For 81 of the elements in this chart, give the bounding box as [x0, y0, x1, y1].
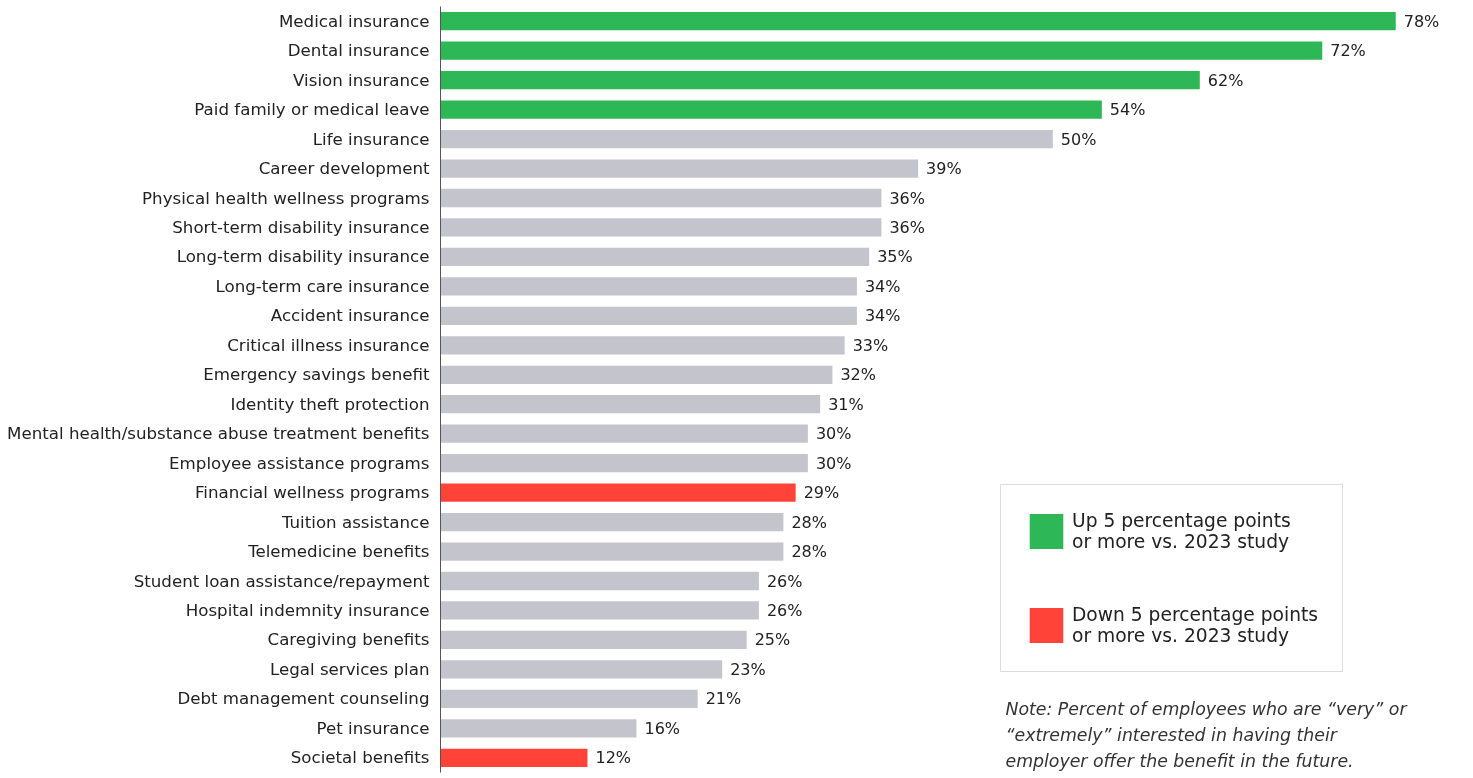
y-tick-label: Life insurance — [312, 129, 430, 149]
data-label: 31% — [828, 394, 864, 414]
y-tick-label: Debt management counseling — [177, 689, 430, 709]
bar — [440, 41, 1323, 60]
bar — [440, 719, 637, 738]
bar — [440, 306, 857, 325]
y-tick-label: Hospital indemnity insurance — [185, 600, 430, 620]
data-label: 29% — [803, 483, 840, 503]
bar — [440, 542, 784, 561]
data-label: 34% — [864, 306, 901, 326]
y-tick-label: Tuition assistance — [280, 512, 430, 532]
y-tick-label: Career development — [258, 159, 430, 179]
data-label: 26% — [766, 571, 803, 591]
bar — [440, 748, 588, 767]
data-label: 78% — [1403, 11, 1440, 31]
data-label: 36% — [889, 188, 925, 208]
y-tick-label: Medical insurance — [278, 11, 430, 31]
y-tick-label: Mental health/substance abuse treatment benefits — [7, 424, 430, 444]
bar — [440, 483, 796, 502]
y-tick-label: Employee assistance programs — [169, 453, 430, 473]
bar — [440, 277, 857, 296]
bar — [440, 159, 919, 178]
y-tick-label: Long-term care insurance — [215, 276, 430, 296]
bar — [440, 601, 759, 620]
annotation: Note: Percent of employees who are “very” or “extremely” interested in having their employer offer the benefit in the future. — [1005, 698, 1409, 771]
y-tick-label: Pet insurance — [316, 718, 430, 738]
y-tick-label: Accident insurance — [270, 306, 430, 326]
bar — [440, 218, 882, 237]
data-label: 28% — [791, 542, 827, 562]
data-label: 72% — [1330, 41, 1366, 61]
data-label: 30% — [815, 424, 852, 444]
data-label: 23% — [730, 659, 766, 679]
legend-label: Down 5 percentage points or more vs. 2023 study — [1072, 603, 1319, 647]
bar — [440, 512, 784, 532]
y-tick-label: Critical illness insurance — [227, 335, 430, 355]
data-label: 36% — [889, 217, 925, 237]
data-label: 25% — [754, 630, 791, 650]
bar — [440, 129, 1053, 149]
data-label: 16% — [644, 718, 681, 738]
bar — [440, 100, 1102, 119]
y-tick-label: Caregiving benefits — [267, 630, 430, 650]
data-label: 34% — [864, 276, 901, 296]
y-tick-label: Physical health wellness programs — [142, 188, 430, 208]
bar — [440, 689, 698, 708]
y-tick-label: Emergency savings benefit — [203, 365, 430, 385]
bar — [440, 630, 747, 650]
data-label: 62% — [1207, 70, 1244, 90]
bar — [440, 395, 821, 414]
data-label: 50% — [1060, 129, 1097, 149]
bar — [440, 188, 882, 208]
bar — [440, 454, 808, 473]
bar — [440, 12, 1396, 31]
bar — [440, 424, 808, 443]
data-label: 26% — [766, 600, 803, 620]
y-tick-label: Paid family or medical leave — [194, 100, 430, 120]
bar — [440, 660, 723, 679]
y-tick-label: Vision insurance — [293, 70, 430, 90]
y-tick-label: Legal services plan — [269, 659, 430, 679]
data-label: 21% — [705, 689, 742, 709]
y-tick-label: Dental insurance — [287, 41, 430, 61]
data-label: 30% — [815, 453, 852, 473]
bar — [440, 71, 1200, 90]
bar — [440, 247, 870, 267]
data-label: 33% — [852, 335, 889, 355]
y-tick-label: Societal benefits — [290, 748, 430, 768]
data-label: 28% — [791, 512, 827, 532]
y-tick-label: Long-term disability insurance — [176, 247, 430, 267]
y-tick-label: Student loan assistance/repayment — [133, 571, 430, 591]
data-label: 54% — [1109, 100, 1146, 120]
bar — [440, 336, 845, 355]
bar — [440, 365, 833, 384]
y-tick-label: Telemedicine benefits — [247, 542, 430, 562]
y-tick-label: Short-term disability insurance — [172, 217, 430, 237]
data-label: 39% — [926, 159, 962, 179]
data-label: 32% — [840, 365, 876, 385]
data-label: 35% — [877, 247, 913, 267]
legend-label: Up 5 percentage points or more vs. 2023 study — [1072, 509, 1291, 553]
bar — [440, 571, 759, 591]
data-label: 12% — [595, 748, 632, 768]
y-tick-label: Identity theft protection — [230, 394, 430, 414]
y-tick-label: Financial wellness programs — [194, 483, 430, 503]
